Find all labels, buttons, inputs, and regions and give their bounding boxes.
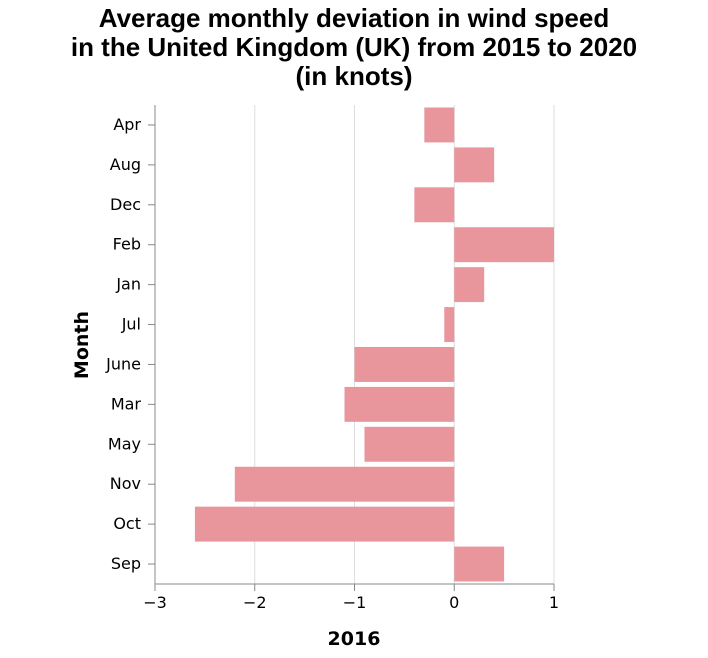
x-tick-label-3: 0	[449, 593, 459, 612]
y-tick-label-sep: Sep	[111, 554, 141, 573]
chart-title: Average monthly deviation in wind speed …	[0, 4, 708, 91]
x-axis-title: 2016	[328, 628, 381, 650]
chart-title-line-1: Average monthly deviation in wind speed	[98, 3, 610, 33]
bar-oct	[194, 506, 455, 542]
bar-sep	[454, 546, 505, 582]
y-tick-label-feb: Feb	[113, 235, 141, 254]
bar-june	[354, 346, 455, 382]
bars	[194, 107, 554, 582]
y-tick-label-apr: Apr	[113, 115, 141, 134]
y-tick-label-dec: Dec	[110, 195, 141, 214]
y-tick-label-jan: Jan	[115, 275, 141, 294]
bar-mar	[344, 386, 455, 422]
axes: Apr Aug Dec Feb Jan Jul June Mar May Nov Oct Sep −3 −…	[105, 105, 559, 612]
y-tick-label-may: May	[108, 434, 141, 453]
bar-jul	[444, 307, 455, 343]
x-tick-label-1: −2	[243, 593, 267, 612]
bar-apr	[424, 107, 455, 143]
y-tick-label-oct: Oct	[113, 514, 141, 533]
y-axis-title: Month	[71, 311, 93, 379]
x-tick-label-2: −1	[343, 593, 367, 612]
y-tick-label-mar: Mar	[111, 394, 142, 413]
x-tick-label-0: −3	[143, 593, 167, 612]
bar-jan	[454, 267, 485, 303]
chart-title-line-3: (in knots)	[295, 61, 413, 91]
grid-lines	[254, 105, 555, 584]
bar-dec	[414, 187, 455, 223]
bar-nov	[234, 466, 455, 502]
y-tick-label-aug: Aug	[110, 155, 141, 174]
chart-title-line-2: in the United Kingdom (UK) from 2015 to …	[70, 32, 638, 62]
y-tick-label-june: June	[105, 354, 141, 373]
bar-may	[364, 426, 455, 462]
x-tick-label-4: 1	[549, 593, 559, 612]
y-tick-label-jul: Jul	[121, 315, 141, 334]
bar-feb	[454, 227, 554, 263]
bar-aug	[454, 147, 495, 183]
y-tick-label-nov: Nov	[110, 474, 141, 493]
